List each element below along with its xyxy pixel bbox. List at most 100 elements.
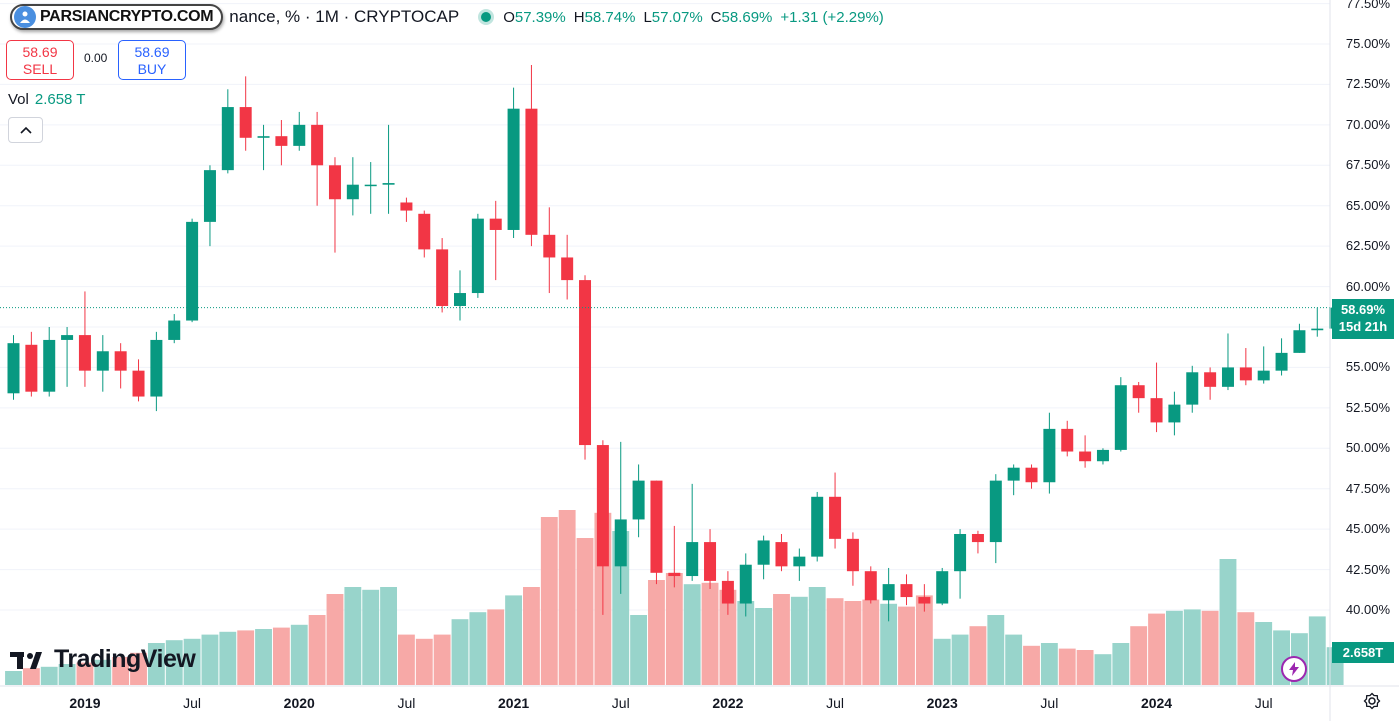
volume-bar — [147, 643, 165, 685]
volume-bar — [987, 615, 1005, 685]
price-tick-label: 55.00% — [1345, 359, 1390, 375]
price-tick-label: 42.50% — [1345, 561, 1390, 577]
price-tick-label: 65.00% — [1345, 197, 1390, 213]
buy-button[interactable]: 58.69 BUY — [118, 40, 186, 80]
volume-bar — [773, 594, 790, 685]
candle-body — [257, 136, 270, 138]
candle-body — [829, 496, 842, 539]
candle-body — [186, 221, 199, 321]
candle-body — [561, 257, 574, 281]
volume-bar — [826, 598, 844, 685]
candle-body — [918, 597, 931, 604]
candle-body — [739, 564, 752, 604]
candle-body — [114, 351, 127, 371]
candle-body — [132, 370, 145, 397]
volume-bar — [130, 652, 147, 685]
candle-body — [614, 519, 627, 567]
bar-countdown: 15d 21h — [1338, 319, 1388, 334]
collapse-legend-button[interactable] — [8, 117, 43, 143]
candle-body — [632, 480, 645, 520]
price-tick-label: 45.00% — [1345, 521, 1390, 537]
volume-bar — [630, 615, 648, 685]
candle-body — [1239, 367, 1252, 381]
candle-body — [1204, 372, 1217, 387]
time-tick-label: 2022 — [712, 695, 744, 711]
candle-body — [775, 542, 788, 567]
volume-bar — [487, 609, 505, 685]
candle-body — [61, 335, 74, 340]
tradingview-watermark: TradingView — [10, 645, 196, 674]
candle-body — [793, 556, 806, 567]
market-status-icon[interactable] — [481, 12, 492, 22]
candle-body — [936, 571, 949, 604]
watermark-text: TradingView — [54, 645, 196, 673]
candle-body — [1257, 370, 1270, 381]
candle-body — [25, 344, 38, 392]
settings-gear-icon[interactable] — [1362, 691, 1382, 711]
candle-body — [221, 107, 234, 171]
price-tick-label: 50.00% — [1345, 440, 1390, 456]
volume-bar — [1165, 610, 1183, 685]
candle-body — [1096, 449, 1109, 462]
time-tick-label: 2019 — [69, 695, 101, 711]
price-tick-label: 52.50% — [1345, 399, 1390, 415]
candle-body — [364, 184, 377, 187]
ohlc-open: O57.39% — [503, 8, 566, 26]
price-tick-label: 77.50% — [1345, 0, 1390, 11]
price-tick-label: 62.50% — [1345, 238, 1390, 254]
volume-bar — [415, 638, 433, 685]
price-tick-label: 40.00% — [1345, 602, 1390, 617]
candle-body — [1293, 330, 1306, 353]
volume-bar — [1040, 643, 1058, 685]
candle-body — [650, 480, 663, 573]
time-tick-label: 2024 — [1140, 695, 1173, 711]
volume-bar — [362, 589, 380, 685]
candle-body — [954, 533, 967, 572]
symbol-title[interactable]: nance, % · 1M · CRYPTOCAP — [229, 7, 460, 26]
volume-bar — [255, 629, 272, 685]
candle-body — [596, 445, 609, 567]
price-tick-label: 70.00% — [1345, 116, 1390, 132]
candle-body — [78, 335, 91, 371]
candle-body — [328, 165, 341, 200]
sell-button[interactable]: 58.69 SELL — [6, 40, 74, 80]
volume-bar — [898, 606, 915, 685]
volume-bar — [183, 638, 201, 685]
volume-bar — [219, 631, 237, 685]
price-tick-label: 75.00% — [1345, 36, 1390, 51]
volume-bar — [290, 624, 308, 685]
time-tick-label: Jul — [397, 695, 416, 711]
volume-bar — [1005, 634, 1023, 685]
volume-bar — [558, 510, 576, 685]
candle-body — [436, 249, 449, 306]
candle-body — [507, 108, 520, 230]
spread-value: 0.00 — [84, 51, 108, 65]
volume-bar — [665, 573, 683, 685]
ohlc-close: C58.69% — [710, 8, 773, 26]
candle-body — [489, 218, 502, 230]
ohlc-high: H58.74% — [573, 8, 636, 26]
candle-body — [293, 124, 306, 146]
candle-body — [1168, 404, 1181, 423]
buy-price: 58.69 — [134, 44, 170, 60]
candle-body — [686, 542, 699, 577]
candle-body — [1061, 428, 1074, 452]
candle-body — [971, 533, 984, 543]
candle-body — [311, 124, 324, 166]
watermark-logo-badge: PARSIANCRYPTO.COM — [10, 4, 224, 30]
candle-body — [1221, 367, 1234, 387]
ohlc-low: L57.07% — [643, 8, 703, 26]
lightning-icon[interactable] — [1281, 656, 1307, 682]
volume-bar — [683, 584, 701, 685]
volume-bar — [701, 582, 719, 685]
time-tick-label: 2021 — [498, 695, 530, 711]
volume-bar — [808, 587, 826, 685]
candle-body — [1025, 467, 1038, 483]
candle-body — [346, 184, 359, 200]
candle-body — [1007, 467, 1020, 481]
volume-bar — [76, 662, 94, 685]
volume-bar — [1183, 609, 1201, 685]
time-tick-label: Jul — [1254, 695, 1273, 711]
candle-body — [579, 280, 592, 446]
